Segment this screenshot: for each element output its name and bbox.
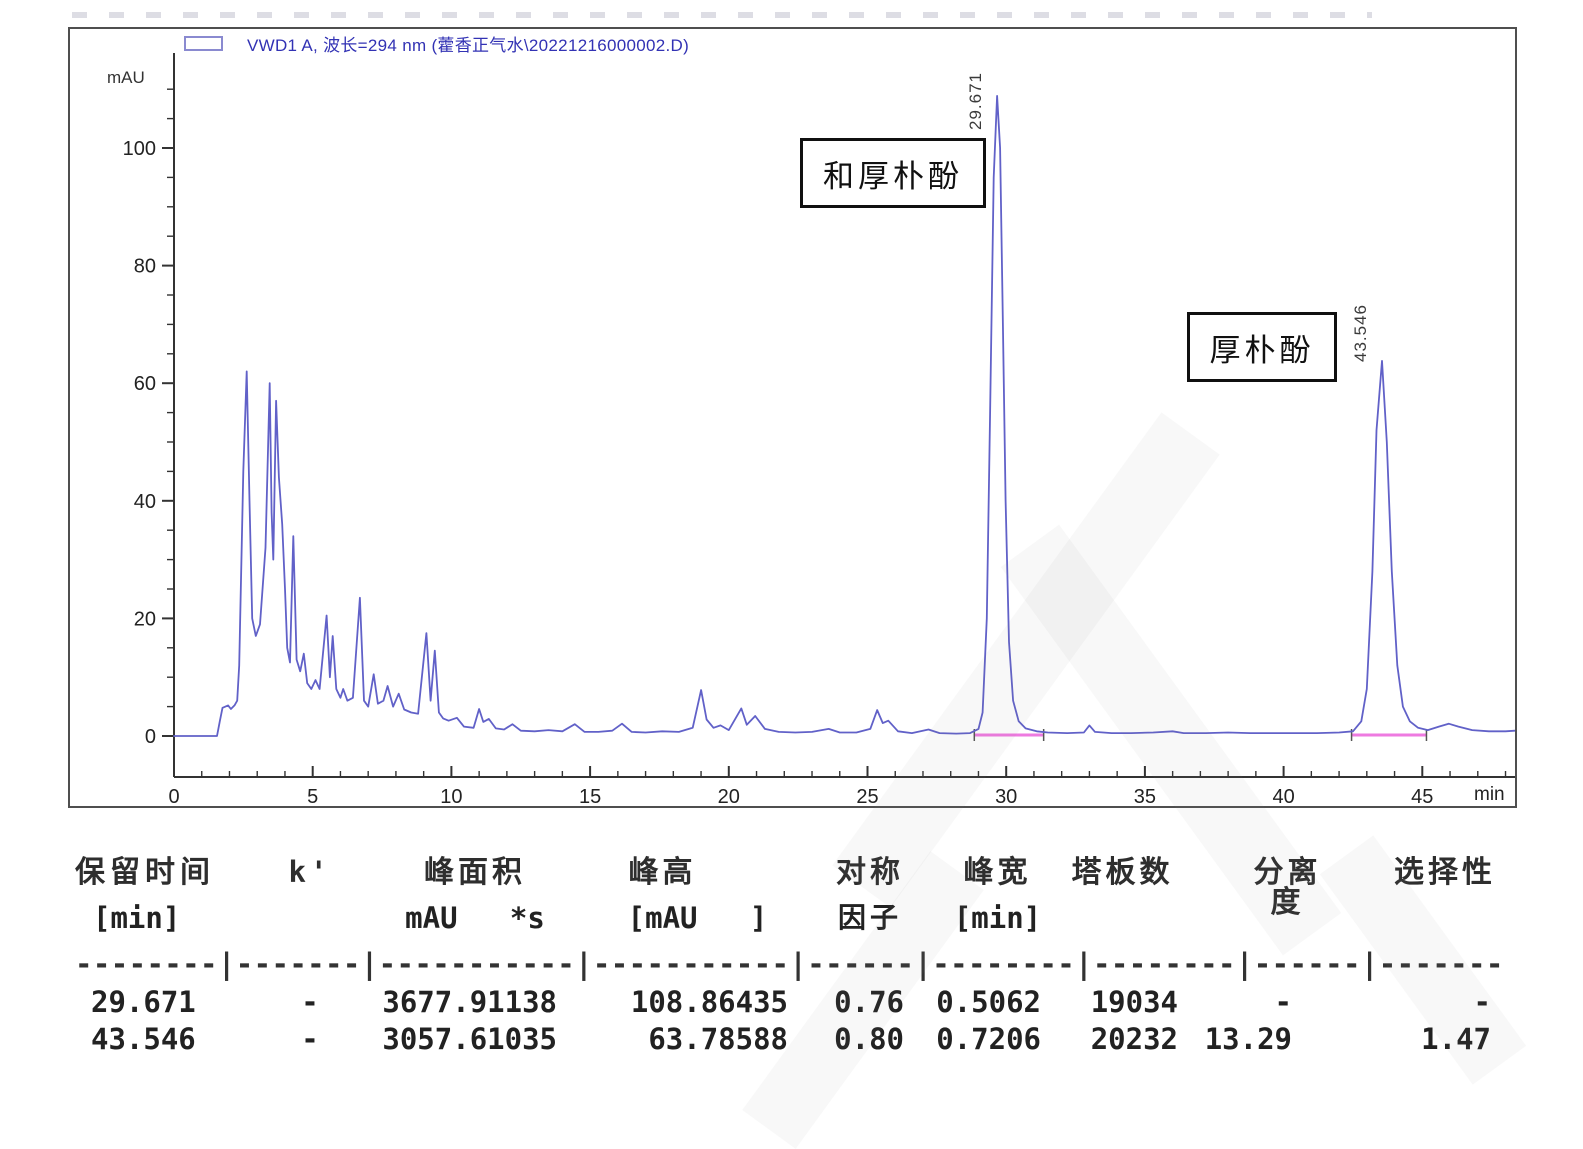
y-tick-label: 80	[134, 256, 156, 278]
header-peak-height: 峰高	[628, 856, 697, 889]
chart-legend: VWD1 A, 波长=294 nm (藿香正气水\20221216000002.…	[184, 31, 689, 56]
y-tick-label: 0	[145, 726, 156, 748]
table-cell: 19034	[1090, 985, 1178, 1019]
annotation-text-honokiol: 和厚朴酚	[823, 158, 963, 194]
legend-label: VWD1 A, 波长=294 nm (藿香正气水\20221216000002.…	[247, 36, 690, 55]
unit-resolution	[1200, 904, 1330, 950]
table-cell: -	[301, 985, 319, 1019]
y-tick-label: 100	[123, 138, 156, 160]
x-tick-label: 0	[168, 786, 179, 806]
table-cell: 29.671	[91, 985, 196, 1019]
unit-k-prime	[255, 904, 365, 950]
table-cell: 1.47	[1421, 1022, 1491, 1056]
header-retention-time: 保留时间	[75, 856, 215, 889]
annotation-box-honokiol: 和厚朴酚	[800, 138, 986, 208]
unit-peak-width: [min]	[953, 901, 1042, 935]
x-tick-label: 10	[440, 786, 462, 806]
table-cell: 3057.61035	[382, 1022, 557, 1056]
table-cell: 13.29	[1204, 1022, 1292, 1056]
header-k-prime: k'	[288, 855, 332, 889]
unit-retention-time: [min]	[93, 901, 181, 935]
table-cell: -	[1274, 985, 1292, 1019]
x-tick-label: 35	[1134, 786, 1156, 806]
legend-swatch	[184, 36, 223, 51]
y-tick-label: 20	[134, 608, 156, 630]
header-resolution: 分离度	[1253, 856, 1322, 919]
peak-retention-label-2: 43.546	[1351, 304, 1370, 362]
header-symmetry: 对称	[836, 856, 904, 889]
peak-retention-label-1: 29.671	[966, 72, 985, 130]
x-axis-unit-label: min	[1474, 784, 1505, 805]
table-cell: 108.86435	[630, 985, 788, 1019]
x-tick-label: 40	[1272, 786, 1294, 806]
chromatogram-plot: 0 5 10 15 20 25 30 35 40 45 0 20 40 60 80 100	[123, 53, 1515, 806]
chromatogram-trace	[173, 95, 1515, 737]
table-cell: 63.78588	[648, 1022, 788, 1056]
table-cell: 43.546	[91, 1022, 196, 1056]
scan-artifact-strip	[72, 12, 1372, 18]
table-cell: 0.7206	[936, 1022, 1041, 1056]
x-tick-label: 20	[718, 786, 740, 806]
chromatogram-panel: 0 5 10 15 20 25 30 35 40 45 0 20 40 60 80 100 VWD1 A, 波…	[68, 27, 1517, 808]
table-cell: 3677.91138	[382, 985, 557, 1019]
page: { "chart": { "legend": "VWD1 A, 波长=294 n…	[68, 12, 1517, 1062]
unit-peak-area: mAU *s	[405, 901, 545, 935]
y-tick-label: 60	[134, 373, 156, 395]
table-cell: -	[1473, 985, 1491, 1019]
header-selectivity: 选择性	[1394, 856, 1496, 889]
peak-table: 保留时间 k' 峰面积 峰高 对称 峰宽 塔板数 分离度 选择性 [min] m…	[75, 858, 1505, 1062]
table-cell: 0.5062	[936, 985, 1041, 1019]
unit-plate-count	[1065, 904, 1200, 950]
x-tick-label: 30	[995, 786, 1017, 806]
table-cell: 20232	[1090, 1022, 1178, 1056]
header-peak-area: 峰面积	[424, 856, 526, 889]
y-tick-label: 40	[134, 491, 156, 513]
x-tick-label: 45	[1411, 786, 1433, 806]
annotation-box-magnolol: 厚朴酚	[1187, 312, 1337, 382]
annotation-text-magnolol: 厚朴酚	[1209, 332, 1315, 368]
table-cell: 0.80	[834, 1022, 904, 1056]
x-tick-label: 25	[856, 786, 878, 806]
table-cell: -	[301, 1022, 319, 1056]
header-peak-width: 峰宽	[963, 856, 1032, 889]
header-plate-count: 塔板数	[1071, 856, 1174, 889]
x-tick-label: 15	[579, 786, 601, 806]
separator-line: --------|-------|-----------|-----------…	[75, 950, 1504, 981]
x-tick-label: 5	[307, 786, 318, 806]
y-axis-unit-label: mAU	[107, 68, 145, 87]
unit-selectivity	[1330, 904, 1505, 950]
table-cell: 0.76	[834, 985, 904, 1019]
unit-peak-height: [mAU ]	[627, 901, 768, 935]
unit-symmetry-factor: 因子	[837, 902, 902, 933]
